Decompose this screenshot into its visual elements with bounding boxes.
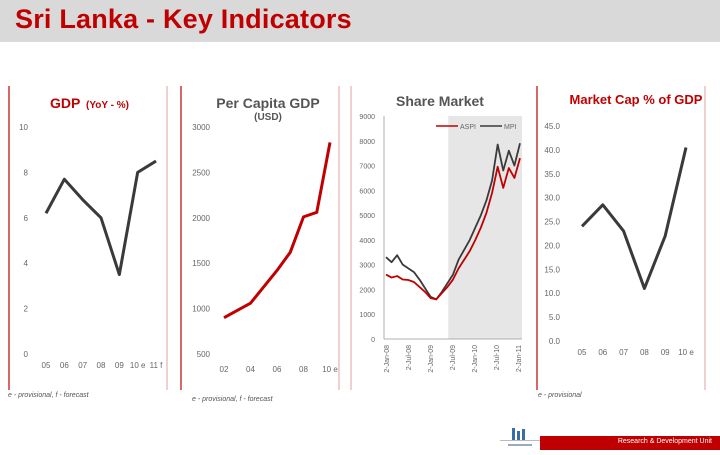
y-tick-label: 8000 xyxy=(359,139,375,146)
company-logo xyxy=(500,426,540,455)
x-tick-label: 09 xyxy=(115,361,124,370)
y-tick-label: 3000 xyxy=(192,123,210,132)
y-tick-label: 0 xyxy=(24,350,29,359)
chart-title: GDP xyxy=(50,95,80,111)
series-line xyxy=(580,147,688,290)
y-tick-label: 2500 xyxy=(192,168,210,177)
y-tick-label: 2000 xyxy=(359,287,375,294)
gdp-footnote: e - provisional, f - forecast xyxy=(8,392,89,399)
y-tick-label: 1500 xyxy=(192,259,210,268)
y-tick-label: 25.0 xyxy=(544,218,560,227)
y-tick-label: 7000 xyxy=(359,164,375,171)
x-tick-label: 09 xyxy=(661,348,670,357)
x-tick-label: 2-Jan-09 xyxy=(428,345,435,373)
series-line xyxy=(44,159,157,277)
y-tick-label: 1000 xyxy=(359,312,375,319)
y-tick-label: 6000 xyxy=(359,188,375,195)
chart-title: Share Market xyxy=(396,93,484,109)
title-bar: Sri Lanka - Key Indicators xyxy=(0,0,720,42)
x-tick-label: 10 e xyxy=(678,348,694,357)
mcap-chart: Market Cap % of GDP 0.0 5.0 10.0 15.0 20.0 25… xyxy=(536,86,706,390)
y-tick-label: 9000 xyxy=(359,114,375,121)
x-tick-label: 08 xyxy=(97,361,106,370)
y-tick-label: 3000 xyxy=(359,263,375,270)
y-tick-label: 500 xyxy=(197,350,211,359)
series-line-aspi xyxy=(385,157,521,301)
x-tick-label: 07 xyxy=(619,348,628,357)
x-tick-label: 2-Jul-09 xyxy=(450,345,457,370)
x-tick-label: 2-Jan-10 xyxy=(472,345,479,373)
x-tick-label: 02 xyxy=(220,365,229,374)
y-tick-label: 6 xyxy=(24,214,29,223)
chart-title: Market Cap % of GDP xyxy=(570,92,703,107)
logo-mark-icon xyxy=(500,428,540,446)
series-line xyxy=(223,142,332,319)
y-tick-label: 5000 xyxy=(359,213,375,220)
legend-label: ASPI xyxy=(460,124,476,131)
y-tick-label: 2000 xyxy=(192,214,210,223)
series-line-mpi xyxy=(385,143,521,301)
footer-text: Research & Development Unit xyxy=(617,438,712,445)
legend-label: MPI xyxy=(504,124,517,131)
y-tick-label: 10.0 xyxy=(544,289,560,298)
x-tick-label: 10 e xyxy=(322,365,338,374)
gdp-chart: GDP (YoY - %) 0 2 4 6 8 10 05 06 07 08 09 10 e 11 f xyxy=(8,86,168,390)
y-tick-label: 40.0 xyxy=(544,146,560,155)
x-tick-label: 06 xyxy=(60,361,69,370)
x-tick-label: 06 xyxy=(598,348,607,357)
chart-subtitle: (YoY - %) xyxy=(86,100,129,111)
x-tick-label: 11 f xyxy=(150,361,164,370)
x-tick-label: 05 xyxy=(42,361,51,370)
y-tick-label: 1000 xyxy=(192,305,210,314)
y-tick-label: 5.0 xyxy=(549,313,561,322)
x-tick-label: 2-Jan-11 xyxy=(516,345,523,372)
chart-subtitle: (USD) xyxy=(254,112,282,123)
x-tick-label: 05 xyxy=(578,348,587,357)
y-tick-label: 45.0 xyxy=(544,122,560,131)
gdp-chart-panel: GDP (YoY - %) 0 2 4 6 8 10 05 06 07 08 09 10 e 11 f xyxy=(8,84,168,390)
share-market-chart-panel: Share Market 0 1000 2000 3000 4000 5000 6000 70… xyxy=(350,84,530,390)
mcap-footnote: e - provisional xyxy=(538,392,582,399)
shaded-period xyxy=(448,116,522,339)
y-tick-label: 15.0 xyxy=(544,265,560,274)
y-tick-label: 35.0 xyxy=(544,170,560,179)
y-tick-label: 10 xyxy=(19,123,28,132)
y-tick-label: 4000 xyxy=(359,238,375,245)
x-tick-label: 06 xyxy=(273,365,282,374)
y-tick-label: 0.0 xyxy=(549,337,561,346)
x-tick-label: 2-Jul-10 xyxy=(494,345,501,370)
y-tick-label: 0 xyxy=(371,337,375,344)
x-tick-label: 07 xyxy=(78,361,87,370)
percap-chart-panel: Per Capita GDP (USD) 500 1000 1500 2000 2500… xyxy=(180,84,340,390)
x-tick-label: 2-Jan-08 xyxy=(384,345,391,373)
y-tick-label: 4 xyxy=(24,259,29,268)
percap-chart: Per Capita GDP (USD) 500 1000 1500 2000 2500… xyxy=(180,86,340,390)
footer-bar: Research & Development Unit xyxy=(540,436,720,450)
x-tick-label: 10 e xyxy=(130,361,146,370)
y-tick-label: 30.0 xyxy=(544,194,560,203)
x-tick-label: 08 xyxy=(640,348,649,357)
y-tick-label: 8 xyxy=(24,168,29,177)
slide-title: Sri Lanka - Key Indicators xyxy=(15,4,352,34)
y-tick-label: 20.0 xyxy=(544,241,560,250)
x-tick-label: 08 xyxy=(299,365,308,374)
share-market-chart: Share Market 0 1000 2000 3000 4000 5000 6000 70… xyxy=(350,86,523,390)
percap-footnote: e - provisional, f - forecast xyxy=(192,396,273,403)
chart-title: Per Capita GDP xyxy=(216,95,319,111)
y-tick-label: 2 xyxy=(24,305,29,314)
x-tick-label: 2-Jul-08 xyxy=(406,345,413,370)
x-tick-label: 04 xyxy=(246,365,255,374)
mcap-chart-panel: Market Cap % of GDP 0.0 5.0 10.0 15.0 20.0 25… xyxy=(536,84,706,390)
